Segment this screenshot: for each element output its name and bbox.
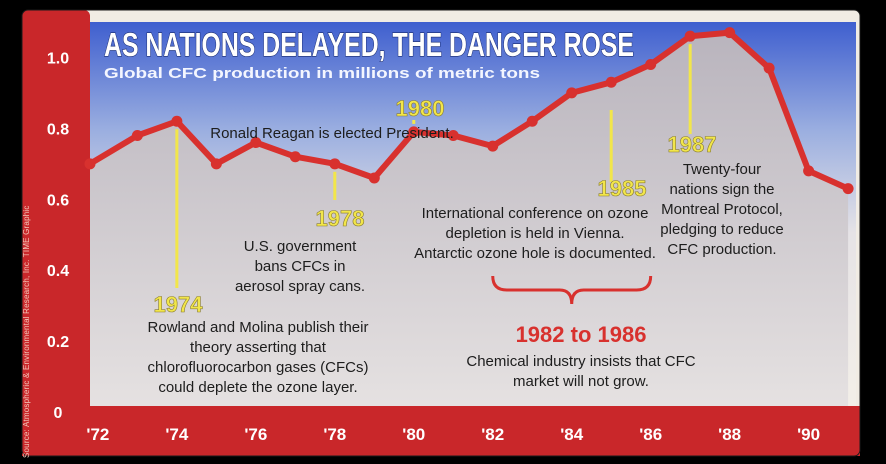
data-point [408,126,420,138]
data-point [803,165,815,177]
annotation-text: bans CFCs in [255,258,346,275]
bracket-text: Chemical industry insists that CFC [466,353,695,370]
data-point [84,158,96,170]
y-tick-label: 0 [54,405,63,422]
annotation-text: depletion is held in Vienna. [445,225,624,242]
left-axis-band [22,10,90,456]
x-tick-label: '78 [323,425,346,444]
data-point [763,62,775,74]
data-point [842,183,854,195]
data-point [210,158,222,170]
x-tick-label: '90 [797,425,820,444]
annotation-year: 1985 [598,176,647,201]
bracket-text: market will not grow. [513,373,649,390]
annotation-text: International conference on ozone [422,205,649,222]
annotation-text: chlorofluorocarbon gases (CFCs) [148,359,369,376]
annotation-year: 1978 [316,206,365,231]
annotation-text: Ronald Reagan is elected President. [210,125,454,142]
x-tick-label: '80 [402,425,425,444]
data-point [368,172,380,184]
x-tick-label: '86 [639,425,662,444]
data-point [684,30,696,42]
data-point [447,129,459,141]
annotation-text: pledging to reduce [660,221,783,238]
data-point [171,115,183,127]
chart-subtitle: Global CFC production in millions of met… [104,65,540,82]
y-tick-label: 0.4 [47,263,69,280]
data-point [131,129,143,141]
annotation-text: aerosol spray cans. [235,278,365,295]
annotation-text: could deplete the ozone layer. [158,379,357,396]
bracket-annotation: 1982 to 1986 Chemical industry insists th… [466,275,696,390]
data-point [724,27,736,39]
annotation-text: Rowland and Molina publish their [148,319,369,336]
annotation-text: Twenty-four [683,161,761,178]
annotation-year: 1980 [396,96,445,121]
data-point [526,115,538,127]
y-tick-label: 0.8 [47,121,69,138]
source-credit: Source: Atmospheric & Environmental Rese… [22,205,31,458]
data-point [487,140,499,152]
annotation-text: Montreal Protocol, [661,201,783,218]
annotation-year: 1974 [154,292,204,317]
bracket-label: 1982 to 1986 [516,322,647,347]
annotation-text: nations sign the [669,181,774,198]
x-tick-label: '88 [718,425,741,444]
y-axis: 0 0.2 0.4 0.6 0.8 1.0 [47,50,69,422]
annotation-text: U.S. government [244,238,357,255]
annotation-text: theory asserting that [190,339,327,356]
data-point [645,59,657,71]
annotation-text: Antarctic ozone hole is documented. [414,245,656,262]
bottom-axis-band [22,406,860,456]
data-point [289,151,301,163]
data-point [566,87,578,99]
board-outline [21,9,861,457]
annotation-pointer-lines [175,44,692,288]
y-tick-label: 0.6 [47,192,69,209]
x-tick-label: '76 [244,425,267,444]
series-line [88,29,850,192]
series-area [90,32,849,406]
y-tick-label: 0.2 [47,334,69,351]
x-tick-label: '82 [481,425,504,444]
series-line-layer [84,27,854,195]
area-layer [90,32,849,406]
x-axis: '72 '74 '76 '78 '80 '82 '84 '86 '88 '90 [86,425,820,444]
annotation-year: 1987 [668,132,717,157]
x-tick-label: '72 [86,425,109,444]
annotation-text: CFC production. [667,241,776,258]
data-point [605,76,617,88]
x-tick-label: '84 [560,425,583,444]
y-tick-label: 1.0 [47,50,69,67]
x-tick-label: '74 [165,425,188,444]
bracket-line [491,275,653,305]
annotations: 1974 Rowland and Molina publish their theo… [148,96,784,396]
chart-title: AS NATIONS DELAYED, THE DANGER ROSE [104,26,634,63]
data-point [329,158,341,170]
data-point [250,137,262,149]
